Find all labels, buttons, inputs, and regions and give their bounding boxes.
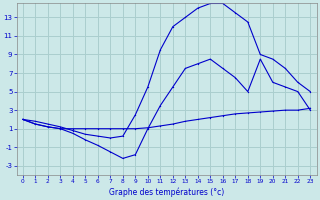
X-axis label: Graphe des températures (°c): Graphe des températures (°c) [109,187,224,197]
